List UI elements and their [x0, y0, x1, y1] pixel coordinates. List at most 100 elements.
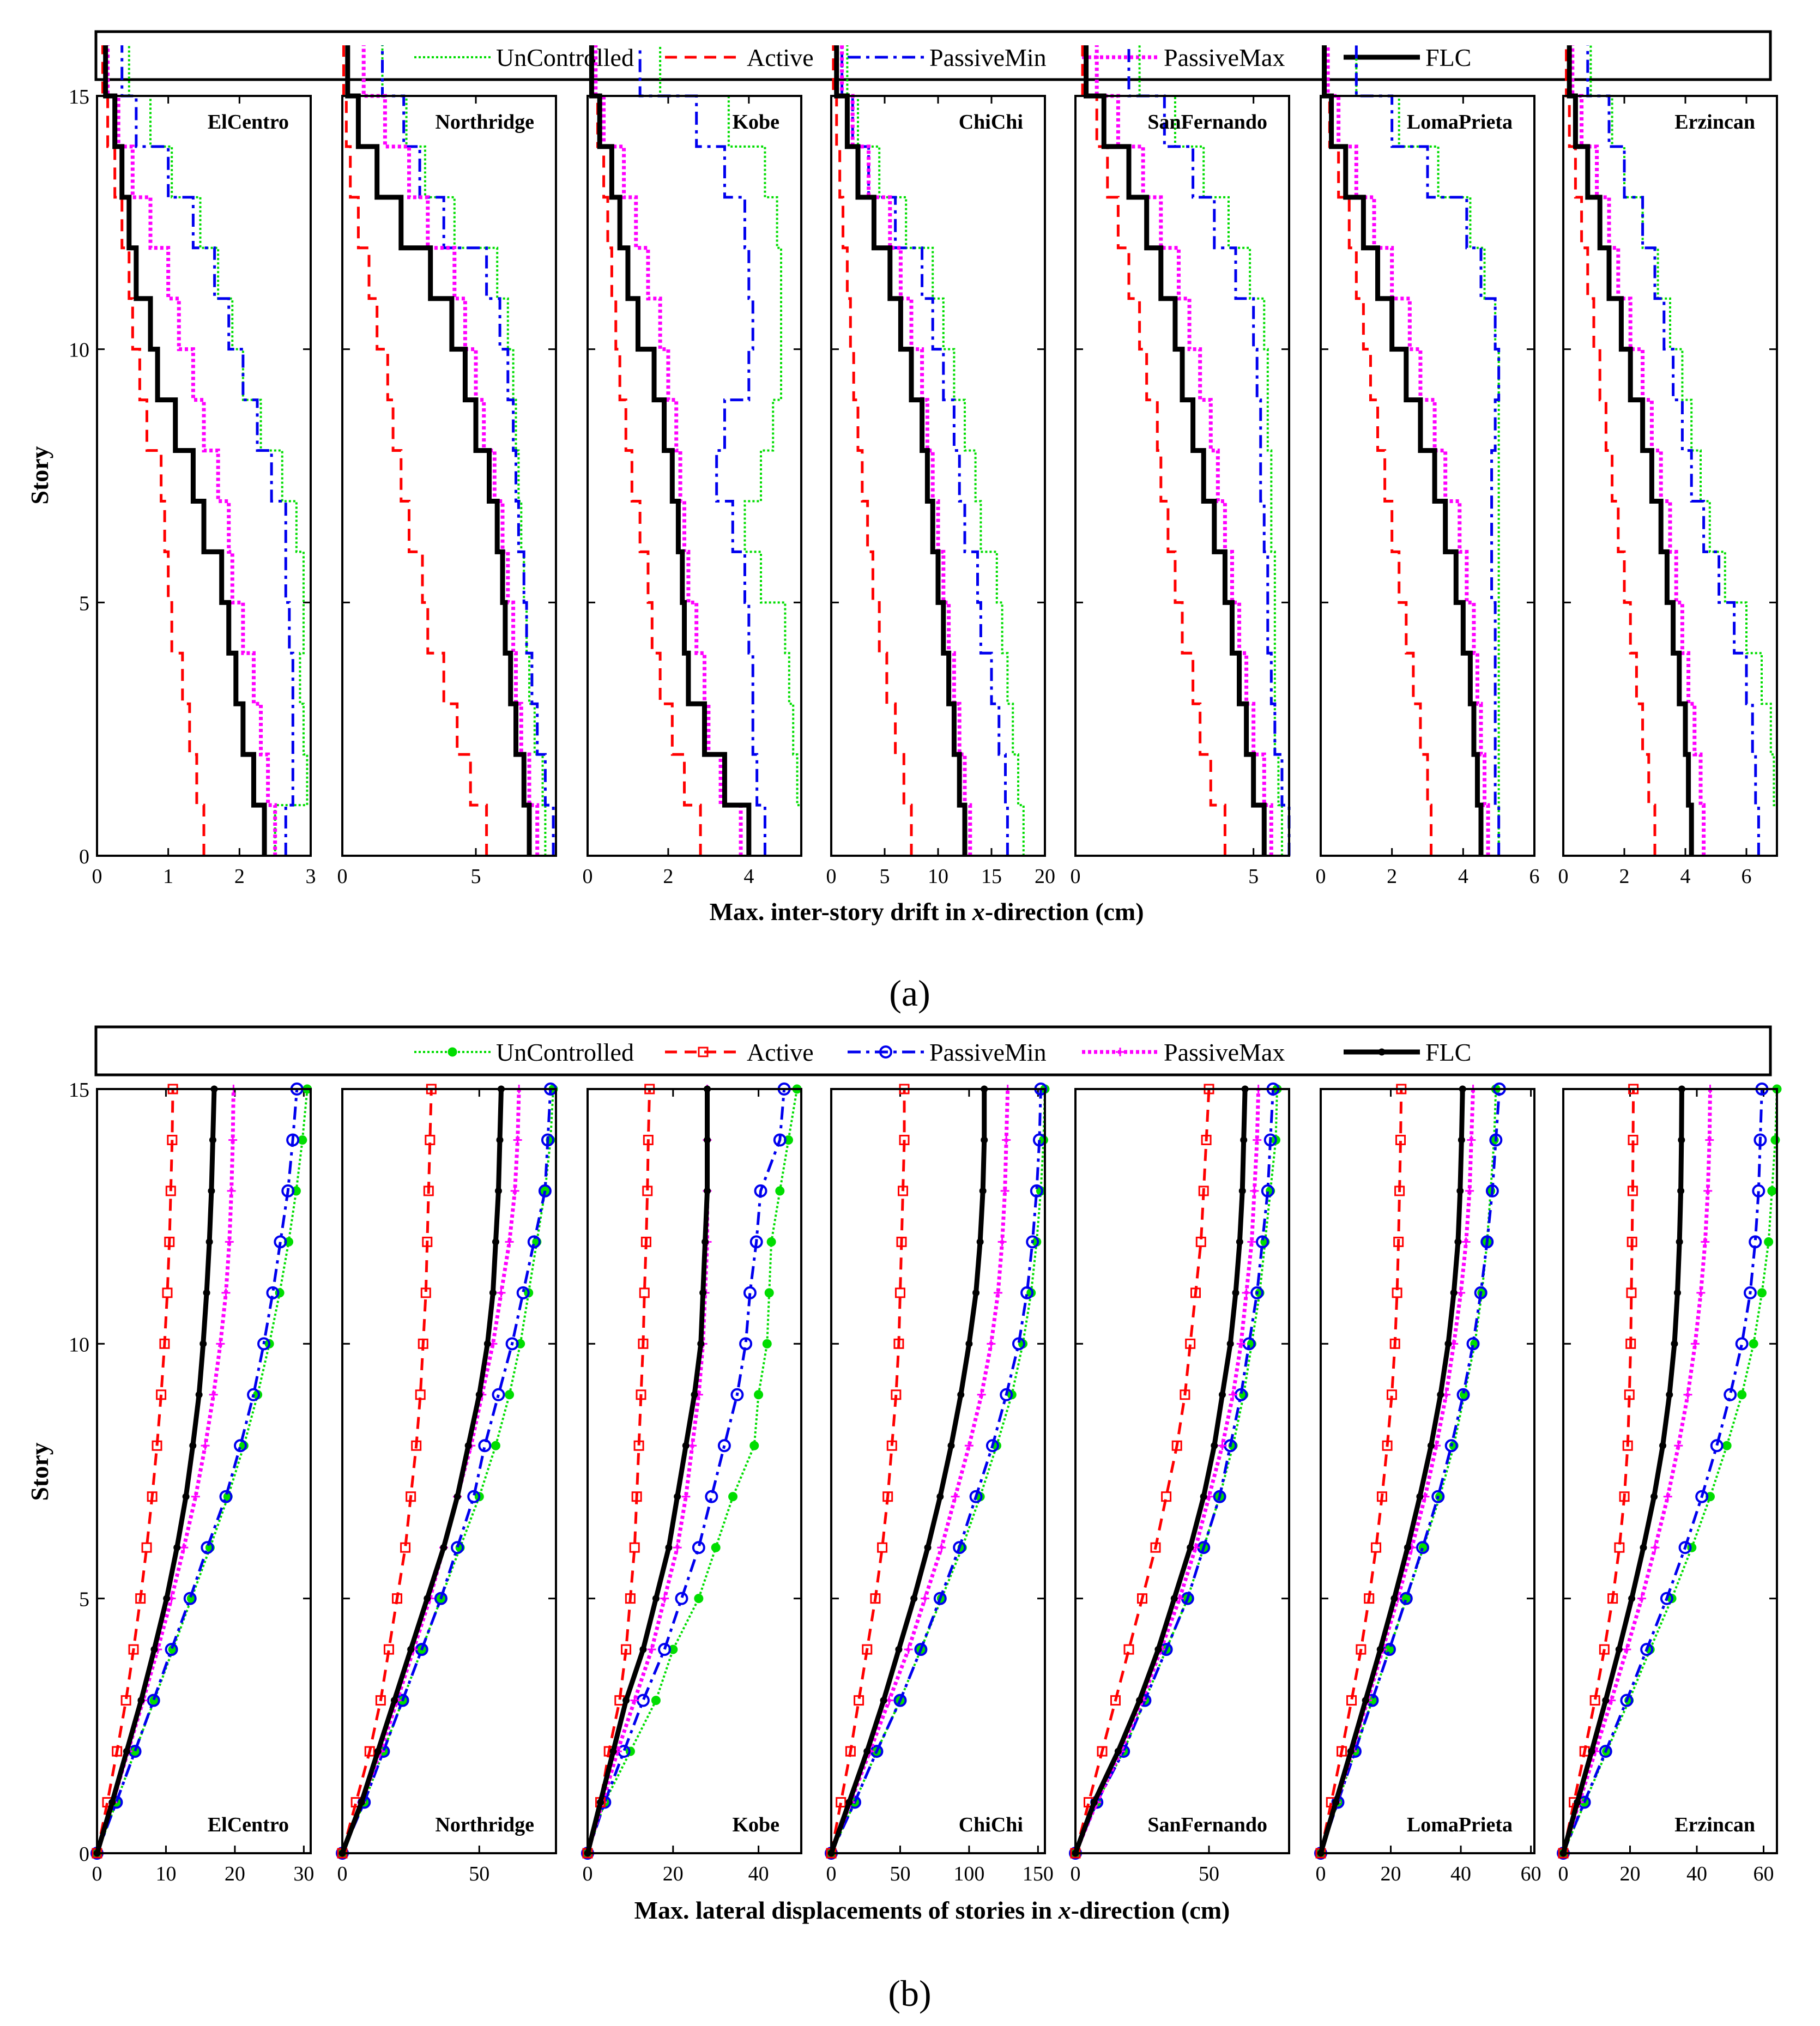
- point-flc: [1676, 1238, 1683, 1245]
- point-active: [120, 1695, 131, 1706]
- x-axis-label-b: Max. lateral displacements of stories in…: [634, 1896, 1230, 1924]
- point-active: [1195, 1236, 1206, 1247]
- point-passivemax: [1218, 1441, 1227, 1450]
- x-tick-label: 50: [1199, 1862, 1219, 1885]
- point-passivemin: [893, 1694, 907, 1707]
- point-flc: [464, 1442, 472, 1449]
- point-passivemin: [1485, 1184, 1499, 1198]
- point-passivemin: [467, 1490, 481, 1503]
- series-line-passivemax: [361, 45, 540, 856]
- point-passivemax: [951, 1492, 960, 1501]
- point-passivemax: [1705, 1135, 1714, 1145]
- point-flc: [699, 1289, 707, 1297]
- panel-title: ElCentro: [208, 111, 289, 134]
- point-active: [1382, 1440, 1393, 1451]
- panel-title: Erzincan: [1674, 111, 1755, 134]
- chart-a-panels: 0 5 10 15 0 1 2 3 ElCentro 0 5 Northridge 0 2 4 Kobe 0 5 1…: [69, 45, 1778, 888]
- panel-background: [1075, 1089, 1289, 1853]
- point-flc: [1673, 1289, 1681, 1297]
- point-passivemin: [1724, 1388, 1737, 1401]
- point-passivemax: [997, 1237, 1007, 1247]
- point-passivemin: [478, 1439, 492, 1453]
- point-passivemin: [1213, 1490, 1226, 1503]
- point-passivemax: [505, 1237, 514, 1247]
- panel-frame: [96, 95, 312, 857]
- point-passivemax: [920, 1594, 929, 1603]
- point-passivemin: [773, 1133, 787, 1147]
- legend-label-flc: FLC: [1425, 44, 1471, 71]
- x-tick-label: 3: [306, 865, 316, 888]
- point-flc: [1219, 1391, 1226, 1399]
- x-tick-label: 50: [469, 1862, 489, 1885]
- point-flc: [195, 1391, 203, 1399]
- point-passivemin: [201, 1541, 214, 1555]
- point-flc: [189, 1442, 197, 1449]
- point-passivemin: [492, 1388, 505, 1401]
- point-passivemax: [201, 1441, 210, 1450]
- panel-title: LomaPrieta: [1407, 1813, 1513, 1836]
- panel-title: ChiChi: [959, 1813, 1023, 1836]
- point-passivemax: [1253, 1135, 1262, 1145]
- x-tick-label: 0: [583, 1862, 593, 1885]
- point-passivemin: [658, 1643, 672, 1656]
- panel-background: [342, 96, 556, 856]
- panel-frame: [1562, 95, 1778, 857]
- series-line-passivemin: [120, 45, 294, 856]
- point-flc: [1456, 1187, 1464, 1195]
- point-flc: [209, 1136, 216, 1144]
- point-flc: [163, 1595, 171, 1602]
- point-passivemin: [1474, 1286, 1488, 1299]
- panel-a-elcentro: 0 5 10 15 0 1 2 3 ElCentro: [69, 45, 316, 888]
- point-flc: [1666, 1391, 1673, 1399]
- point-passivemin: [953, 1541, 966, 1555]
- point-flc: [1114, 1747, 1122, 1755]
- x-tick-label: 6: [1742, 865, 1752, 888]
- point-flc: [976, 1238, 984, 1245]
- series-line-passivemin: [1074, 1088, 1275, 1854]
- point-flc: [609, 1747, 617, 1755]
- point-flc: [454, 1493, 461, 1501]
- point-flc: [182, 1493, 190, 1501]
- point-passivemax: [1622, 1645, 1631, 1654]
- series-line-uncontrolled: [1589, 45, 1778, 856]
- point-flc: [1416, 1493, 1424, 1501]
- point-active: [415, 1389, 426, 1400]
- point-passivemin: [247, 1388, 261, 1401]
- point-flc: [374, 1747, 382, 1755]
- panel-background: [831, 1089, 1045, 1853]
- point-flc: [1427, 1442, 1435, 1449]
- point-active: [1625, 1338, 1636, 1349]
- legend-item-flc: FLC: [1344, 1038, 1471, 1066]
- series-line-flc: [1318, 1088, 1465, 1854]
- point-passivemin: [1735, 1337, 1749, 1351]
- series-line-flc: [1567, 45, 1694, 856]
- point-active: [1185, 1338, 1196, 1349]
- panel-a-chichi: 0 5 10 15 20 ChiChi: [826, 45, 1055, 888]
- point-active: [1394, 1186, 1405, 1196]
- point-active: [894, 1287, 905, 1298]
- point-active: [159, 1338, 170, 1349]
- point-passivemin: [1261, 1184, 1274, 1198]
- point-flc: [1200, 1493, 1207, 1501]
- point-passivemax: [1461, 1237, 1471, 1247]
- series-line-passivemax: [1073, 1088, 1261, 1854]
- series-line-passivemax: [829, 1088, 1010, 1854]
- legend-item-passivemin: PassiveMin: [848, 1038, 1047, 1066]
- point-passivemax: [1467, 1135, 1476, 1145]
- point-active: [642, 1186, 653, 1196]
- legend-label-passivemin: PassiveMin: [929, 44, 1047, 71]
- point-flc: [475, 1391, 483, 1399]
- point-passivemin: [505, 1337, 519, 1351]
- point-passivemax: [1701, 1237, 1710, 1247]
- panel-frame: [1562, 1088, 1778, 1854]
- panel-title: LomaPrieta: [1407, 111, 1513, 134]
- point-passivemax: [228, 1135, 238, 1145]
- point-passivemin: [183, 1592, 197, 1605]
- series-line-flc: [1561, 1088, 1684, 1854]
- point-active: [1097, 1746, 1108, 1757]
- panel-frame: [341, 1088, 557, 1854]
- point-active: [899, 1134, 910, 1145]
- x-tick-label: 0: [1071, 1862, 1081, 1885]
